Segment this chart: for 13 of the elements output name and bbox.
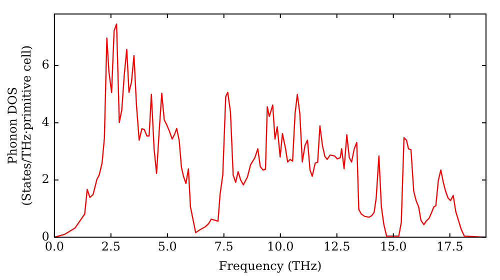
y-tick-label: 6 bbox=[42, 58, 50, 72]
x-tick-label: 2.5 bbox=[101, 240, 120, 254]
x-tick-label: 10.0 bbox=[267, 240, 294, 254]
y-tick-label: 4 bbox=[42, 114, 50, 129]
y-tick-label: 2 bbox=[42, 172, 50, 186]
x-tick-label: 12.5 bbox=[324, 240, 350, 254]
x-tick-label: 17.5 bbox=[436, 240, 464, 254]
y-axis-title: Phonon DOS (States/THz·primitive cell) bbox=[5, 45, 34, 206]
x-tick-label: 0.0 bbox=[44, 240, 64, 254]
x-tick-label: 5.0 bbox=[158, 240, 177, 254]
x-tick-label: 15.0 bbox=[380, 240, 407, 254]
x-tick-label: 7.5 bbox=[214, 240, 234, 254]
x-axis-title: Frequency (THz) bbox=[218, 258, 322, 273]
